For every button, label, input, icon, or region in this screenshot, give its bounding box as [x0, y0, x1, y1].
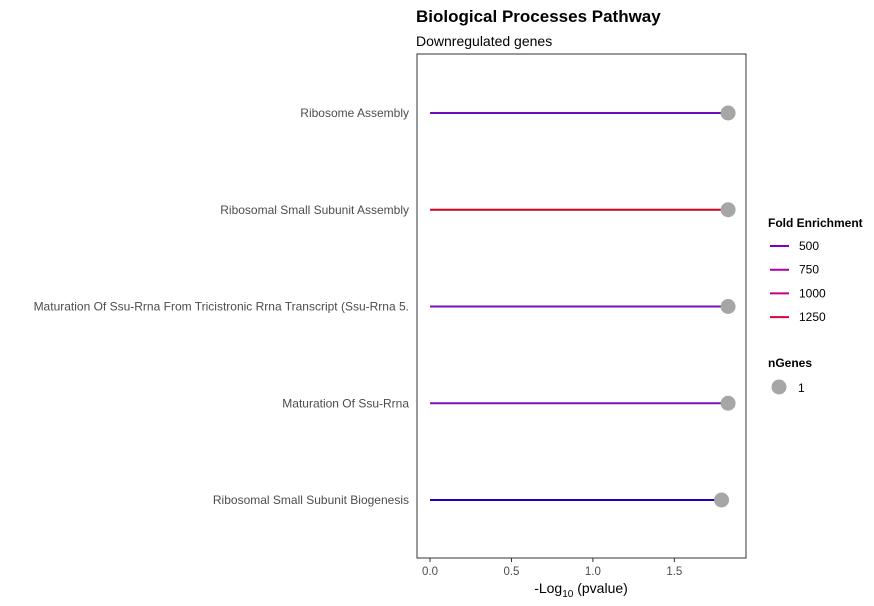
x-tick-label: 1.0: [585, 566, 601, 578]
legend-fold-enrichment-title: Fold Enrichment: [768, 216, 863, 230]
x-tick-label: 1.5: [666, 566, 682, 578]
category-label: Ribosome Assembly: [300, 106, 409, 120]
lollipop-point: [720, 105, 736, 121]
x-axis-title-subscript: 10: [562, 589, 574, 600]
x-tick-label: 0.5: [503, 566, 519, 578]
legend-size-label: 1: [798, 381, 805, 395]
x-axis-title: -Log10 (pvalue): [534, 580, 628, 600]
x-axis-ticks: 0.0 0.5 1.0 1.5: [422, 558, 682, 578]
lollipop-point: [720, 299, 736, 314]
chart-subtitle: Downregulated genes: [416, 33, 552, 49]
lollipop-segments: [430, 112, 729, 501]
legend-ngenes-title: nGenes: [768, 356, 812, 370]
legend-color-label: 1250: [799, 310, 826, 324]
legend-ngenes: nGenes 1: [768, 356, 812, 395]
category-label: Ribosomal Small Subunit Biogenesis: [213, 493, 409, 507]
chart-title: Biological Processes Pathway: [416, 7, 661, 26]
category-label: Maturation Of Ssu-Rrna: [282, 396, 409, 410]
category-label: Ribosomal Small Subunit Assembly: [220, 203, 409, 217]
legend-size-key: [771, 379, 787, 395]
legend-fold-enrichment: Fold Enrichment 500 750 1000 1250: [768, 216, 863, 324]
x-axis-title-prefix: -Log: [534, 580, 562, 596]
legend-color-label: 500: [799, 239, 819, 253]
lollipop-point: [720, 202, 736, 218]
lollipop-point: [714, 492, 730, 508]
legend-color-label: 1000: [799, 286, 826, 300]
lollipop-points: [714, 105, 736, 508]
legend-color-label: 750: [799, 263, 819, 277]
lollipop-point: [720, 395, 736, 411]
x-axis-title-suffix: (pvalue): [573, 580, 627, 596]
category-labels: Ribosome Assembly Ribosomal Small Subunit…: [34, 106, 410, 507]
x-tick-label: 0.0: [422, 566, 438, 578]
category-label: Maturation Of Ssu-Rrna From Tricistronic…: [34, 300, 409, 314]
